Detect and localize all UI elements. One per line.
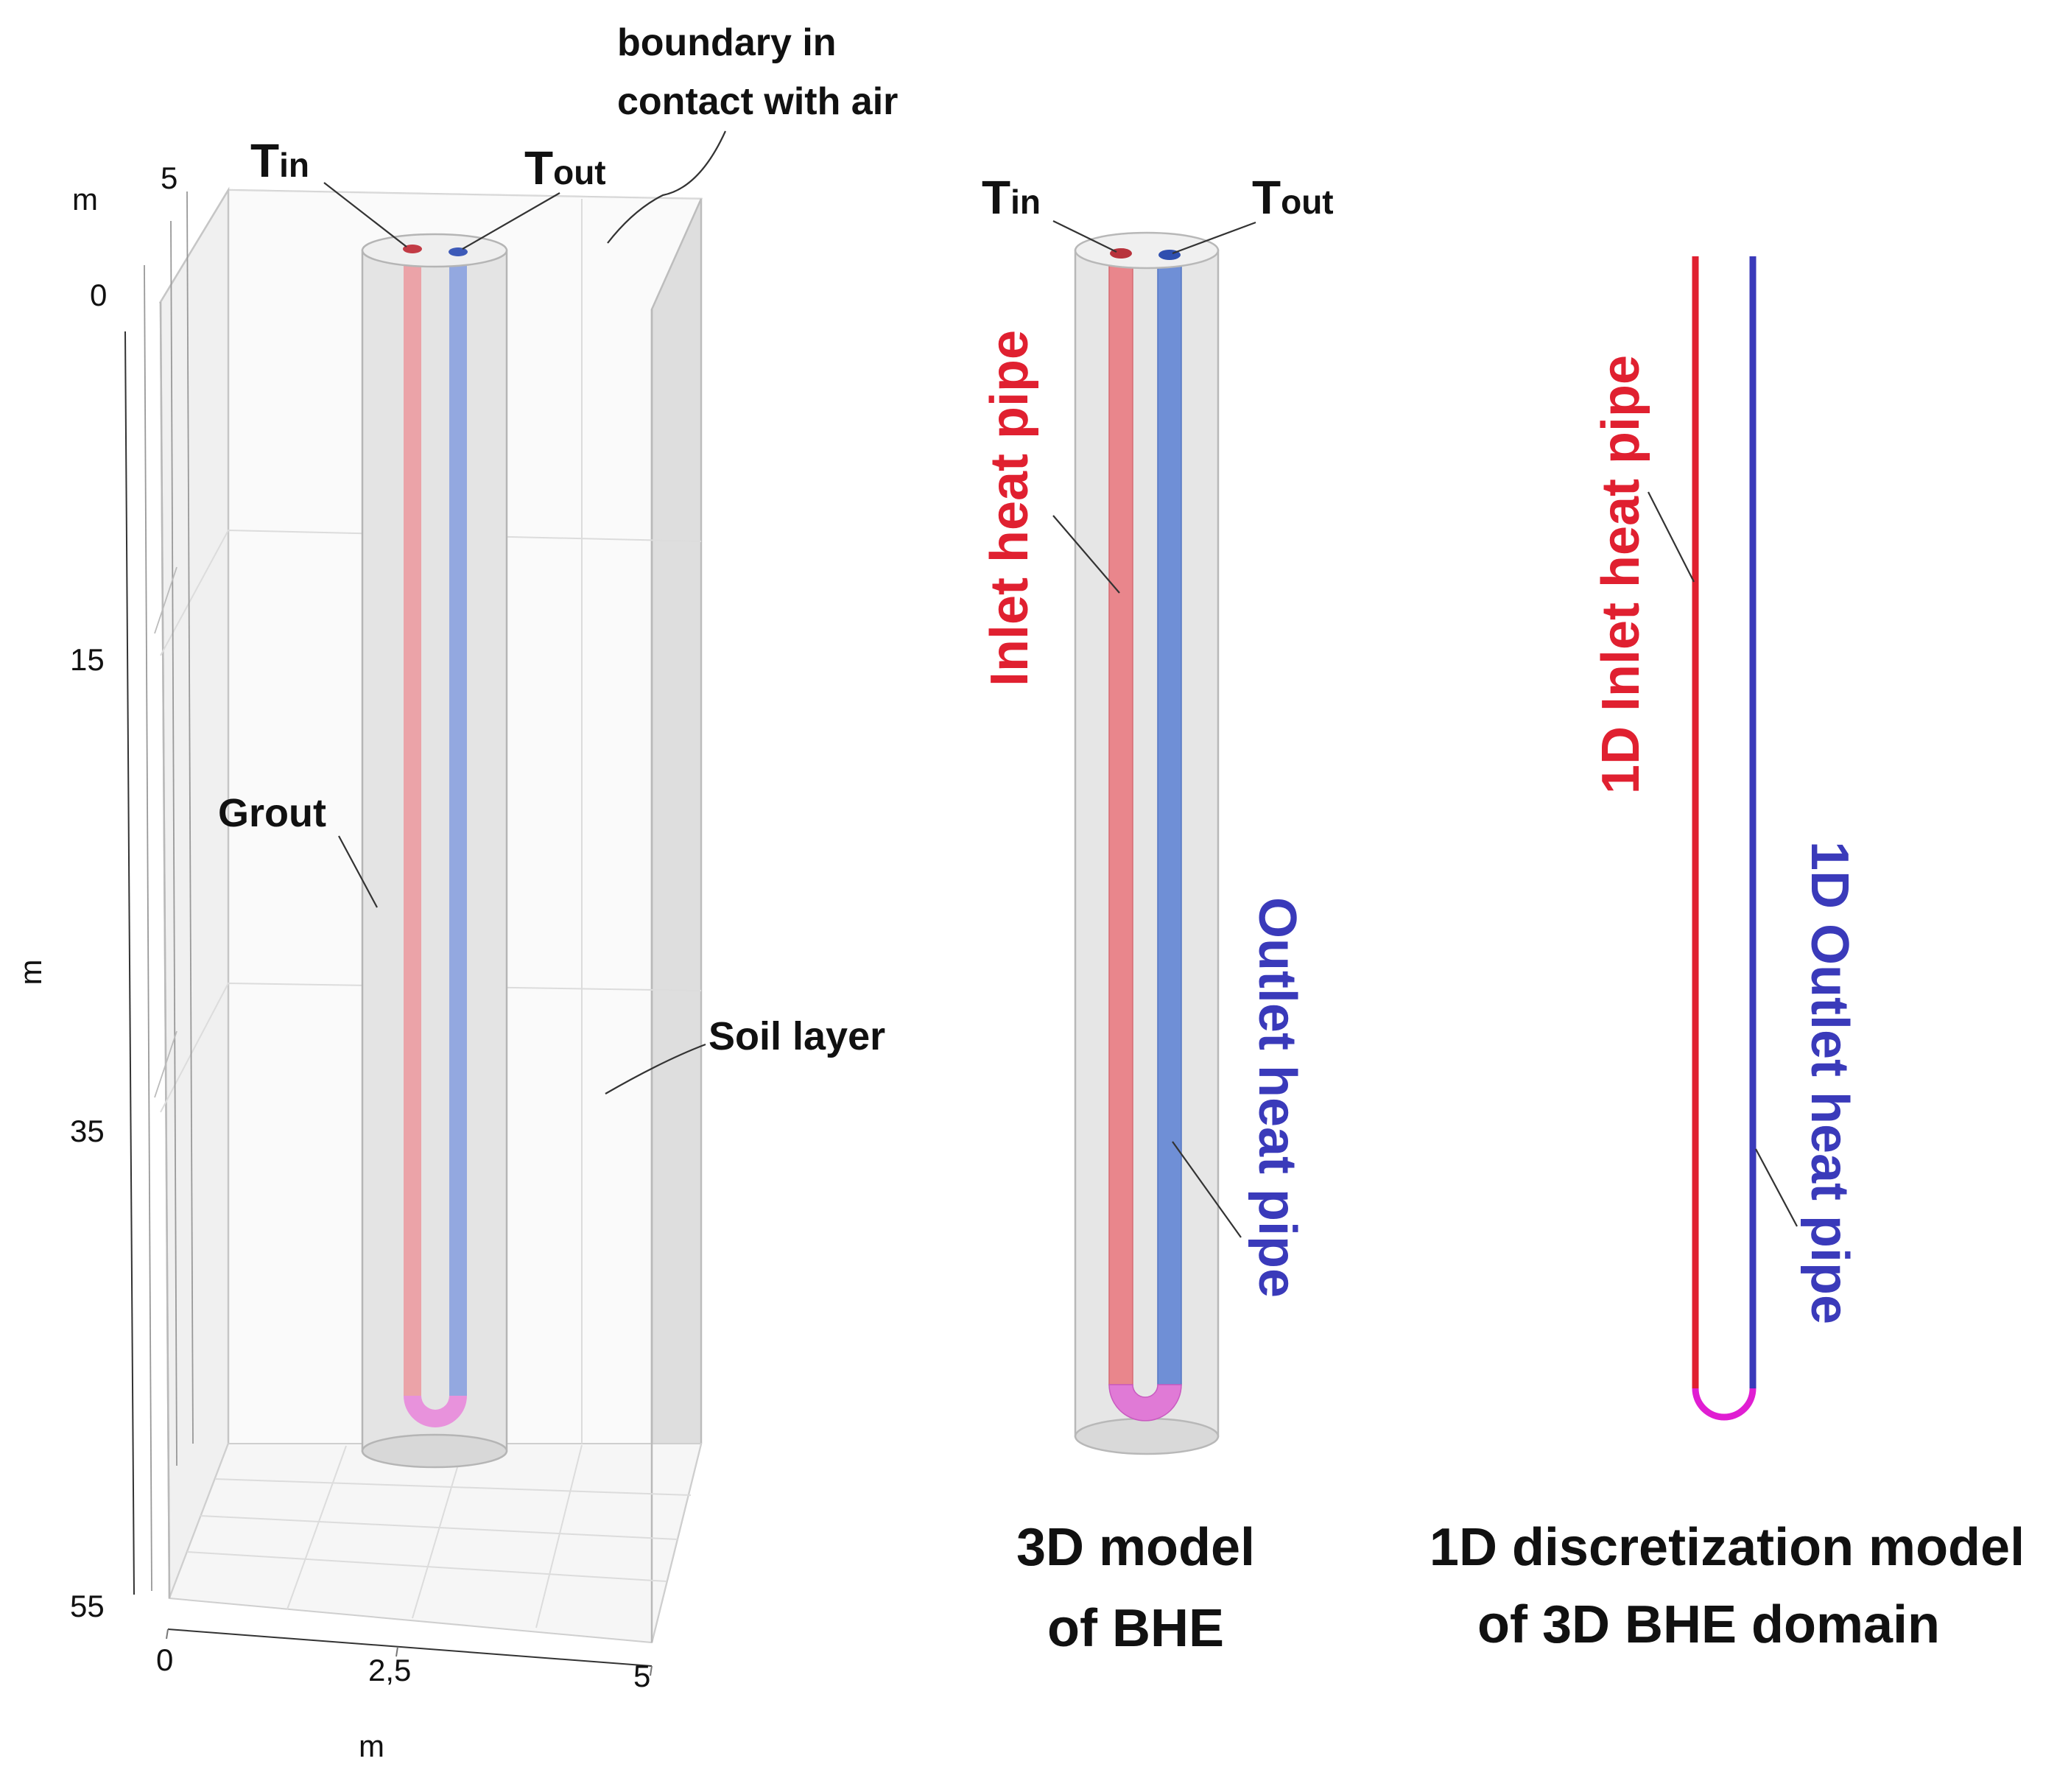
vertical-axis-tick-0: 0 [90,278,107,312]
bhe3d-grout-cylinder [1074,249,1220,1438]
vertical-axis-tick-35: 35 [70,1114,105,1148]
inlet-heat-pipe-leader-3d [1052,515,1120,594]
vertical-axis-tick-5: 5 [161,161,177,195]
bottom-axis-tick-5: 5 [633,1659,650,1693]
bhe-1d-panel: 1D Inlet heat pipe 1D Outlet heat pipe 1… [1430,256,2025,1654]
boundary-label-line1: boundary in [617,21,837,64]
outlet-heat-pipe-label-3d: Outlet heat pipe [1248,897,1307,1298]
soil-domain-panel: m 5 0 15 35 55 m 0 2,5 5 m [13,21,898,1763]
outlet-pipe-3d [449,250,467,1396]
tin-leader-bhe3d [1052,220,1117,253]
inlet-leader-1d [1648,491,1695,583]
bhe3d-outlet-pipe [1157,250,1182,1385]
vertical-axis-unit-side: m [13,960,48,985]
inlet-heat-pipe-label-3d: Inlet heat pipe [980,330,1039,686]
soil-level-line-35 [160,982,702,1113]
tout-label-bhe3d: Tout [1252,171,1334,224]
boundary-leader [607,130,727,244]
bottom-axis-tick-2-5: 2,5 [368,1653,411,1687]
bottom-axis-tick-0: 0 [156,1642,173,1677]
boundary-label-line2: contact with air [617,80,898,123]
soil-box-front-left-edge [159,301,171,1599]
bhe3d-caption-line1: 3D model [1016,1518,1255,1577]
bhe3d-grout-top [1074,231,1220,270]
vertical-axis: m 5 0 15 35 55 m [13,161,194,1623]
grout-label: Grout [218,791,326,835]
soil-layer-leader [605,1043,706,1094]
u-bend-3d [404,1396,467,1427]
vertical-axis-tick-55: 55 [70,1589,105,1623]
tout-leader-domain [462,192,560,250]
grout-cylinder-bottom [361,1433,508,1469]
bhe3d-caption-line2: of BHE [1047,1599,1224,1658]
tout-leader-bhe3d [1172,221,1256,255]
soil-level-line-15 [160,529,702,656]
bhe1d-caption-line2: of 3D BHE domain [1477,1595,1940,1654]
outlet-heat-pipe-leader-3d [1172,1141,1242,1238]
bhe3d-grout-bottom [1074,1417,1220,1455]
grout-cylinder [361,249,508,1452]
bottom-axis: 0 2,5 5 m [156,1628,653,1763]
grout-cylinder-top [361,233,508,268]
grout-leader [338,835,378,908]
u-bend-1d [1692,1388,1757,1421]
inlet-label-1d: 1D Inlet heat pipe [1592,355,1650,794]
bhe3d-inlet-pipe [1108,250,1133,1385]
outlet-leader-1d [1755,1148,1798,1227]
tin-label-domain: Tin [250,134,309,187]
bhe3d-u-bend [1108,1384,1182,1422]
inlet-pipe-3d [404,250,421,1396]
soil-box-right-face [650,198,703,1643]
vertical-axis-tick-15: 15 [70,642,105,677]
bottom-axis-unit: m [359,1729,384,1763]
outlet-label-1d: 1D Outlet heat pipe [1800,841,1859,1324]
soil-layer-label: Soil layer [708,1014,885,1058]
vertical-axis-unit-top: m [72,182,98,217]
tin-leader-domain [323,182,407,247]
tout-label-domain: Tout [524,141,606,194]
bhe-cylinder-in-soil [361,233,508,1469]
inlet-pipe-top-opening [403,245,422,253]
soil-floor-grid [186,1444,692,1628]
bhe1d-caption-line1: 1D discretization model [1430,1518,2025,1577]
bhe-3d-panel: Tin Tout Inlet heat pipe Outlet heat pip… [980,171,1334,1658]
tin-label-bhe3d: Tin [982,171,1041,224]
soil-box-left-face [159,186,230,1599]
outlet-pipe-top-opening [449,247,468,256]
